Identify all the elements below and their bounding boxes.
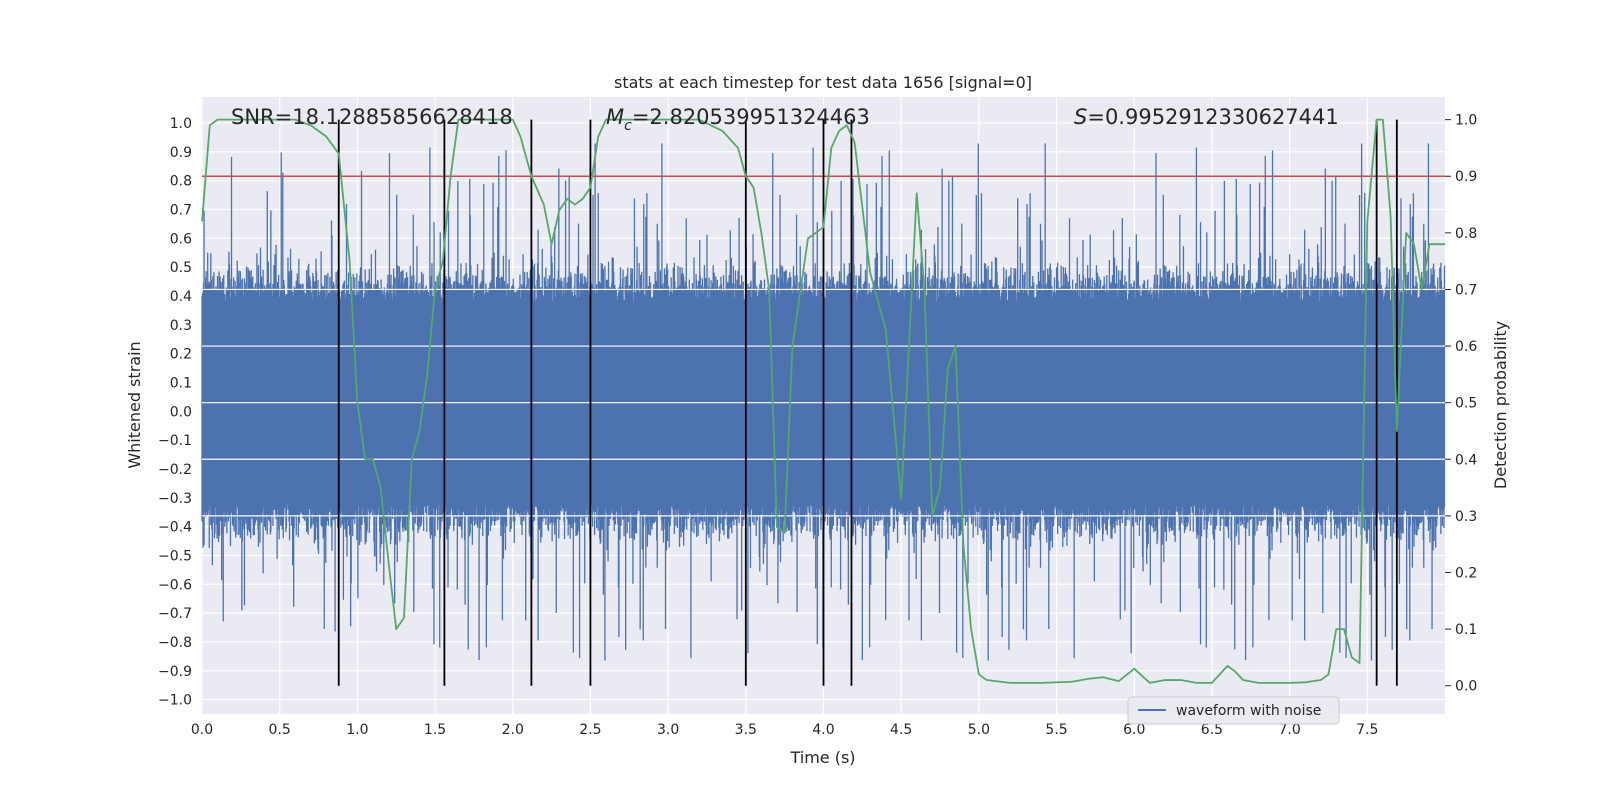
y-tick-label-left: −0.5: [158, 548, 192, 564]
x-tick-label: 0.5: [269, 722, 291, 738]
x-tick-label: 3.5: [735, 722, 757, 738]
y-tick-label-left: −0.4: [158, 520, 192, 536]
x-tick-label: 6.0: [1123, 722, 1145, 738]
y-tick-label-right: 0.8: [1455, 226, 1477, 242]
statistic-annotation: S=0.9952912330627441: [1074, 105, 1339, 129]
y-tick-label-left: 0.3: [170, 318, 192, 334]
x-tick-label: 2.5: [579, 722, 601, 738]
x-axis-label: Time (s): [789, 748, 855, 767]
y-tick-label-left: 0.1: [170, 375, 192, 391]
y-tick-label-left: 0.2: [170, 347, 192, 363]
y-tick-label-right: 0.6: [1455, 339, 1477, 355]
x-tick-label: 0.0: [191, 722, 213, 738]
y-tick-label-right: 1.0: [1455, 113, 1477, 129]
y-tick-label-right: 0.4: [1455, 452, 1477, 468]
x-tick-label: 4.5: [890, 722, 912, 738]
y-axis-label-left: Whitened strain: [125, 341, 144, 468]
y-tick-label-left: −1.0: [158, 693, 192, 709]
y-tick-label-left: −0.8: [158, 635, 192, 651]
y-tick-label-right: 0.5: [1455, 396, 1477, 412]
y-tick-label-left: −0.6: [158, 577, 192, 593]
chirp-mass-value: =2.820539951324463: [632, 105, 870, 129]
y-tick-label-left: 0.7: [170, 202, 192, 218]
x-tick-label: 1.5: [424, 722, 446, 738]
x-tick-label: 5.5: [1045, 722, 1067, 738]
y-tick-label-left: −0.9: [158, 664, 192, 680]
chart-title: stats at each timestep for test data 165…: [614, 73, 1032, 92]
y-tick-label-left: 0.4: [170, 289, 192, 305]
y-tick-label-left: −0.3: [158, 491, 192, 507]
y-tick-label-left: −0.7: [158, 606, 192, 622]
y-tick-label-right: 0.9: [1455, 169, 1477, 185]
y-tick-label-right: 0.1: [1455, 622, 1477, 638]
snr-annotation: SNR=18.12885856628418: [231, 105, 513, 129]
x-tick-label: 6.5: [1201, 722, 1223, 738]
statistic-symbol: S: [1074, 105, 1087, 129]
probability-layer: [201, 118, 1445, 684]
detection-probability-line: [201, 118, 1445, 684]
y-tick-label-left: 1.0: [170, 116, 192, 132]
y-tick-label-left: 0.6: [170, 231, 192, 247]
y-tick-label-left: −0.1: [158, 433, 192, 449]
y-tick-label-left: 0.9: [170, 145, 192, 161]
y-tick-label-right: 0.0: [1455, 679, 1477, 695]
y-tick-labels-right: 1.0 0.9 0.8 0.7 0.6 0.5 0.4 0.3 0.2 0.1 0.0: [1445, 113, 1477, 695]
y-axis-label-right: Detection probability: [1491, 321, 1510, 489]
legend-entry-waveform: waveform with noise: [1176, 703, 1321, 719]
y-tick-label-left: 0.0: [170, 404, 192, 420]
y-tick-label-left: 0.5: [170, 260, 192, 276]
legend-box: [1127, 696, 1340, 725]
x-tick-label: 7.5: [1356, 722, 1378, 738]
x-tick-label: 7.0: [1278, 722, 1300, 738]
chirp-mass-symbol: M: [606, 105, 624, 129]
statistic-value: =0.9952912330627441: [1087, 105, 1338, 129]
y-tick-labels-left: 1.0 0.9 0.8 0.7 0.6 0.5 0.4 0.3 0.2 0.1 0.0 −0.1 −0.…: [158, 116, 192, 709]
x-tick-labels: 0.0 0.5 1.0 1.5 2.0 2.5 3.0 3.5 4.0 4.5 5.0 5.5 6.0 6…: [191, 722, 1379, 738]
x-tick-label: 2.0: [502, 722, 524, 738]
chirp-mass-annotation: Mc=2.820539951324463: [606, 105, 870, 134]
x-tick-label: 3.0: [657, 722, 679, 738]
x-tick-label: 1.0: [346, 722, 368, 738]
y-tick-label-right: 0.3: [1455, 509, 1477, 525]
y-tick-label-right: 0.2: [1455, 565, 1477, 581]
chirp-mass-subscript: c: [624, 118, 632, 134]
x-tick-label: 5.0: [968, 722, 990, 738]
y-tick-label-left: −0.2: [158, 462, 192, 478]
legend: waveform with noise: [1127, 696, 1340, 725]
y-tick-label-right: 0.7: [1455, 282, 1477, 298]
y-tick-label-left: 0.8: [170, 174, 192, 190]
x-tick-label: 4.0: [812, 722, 834, 738]
